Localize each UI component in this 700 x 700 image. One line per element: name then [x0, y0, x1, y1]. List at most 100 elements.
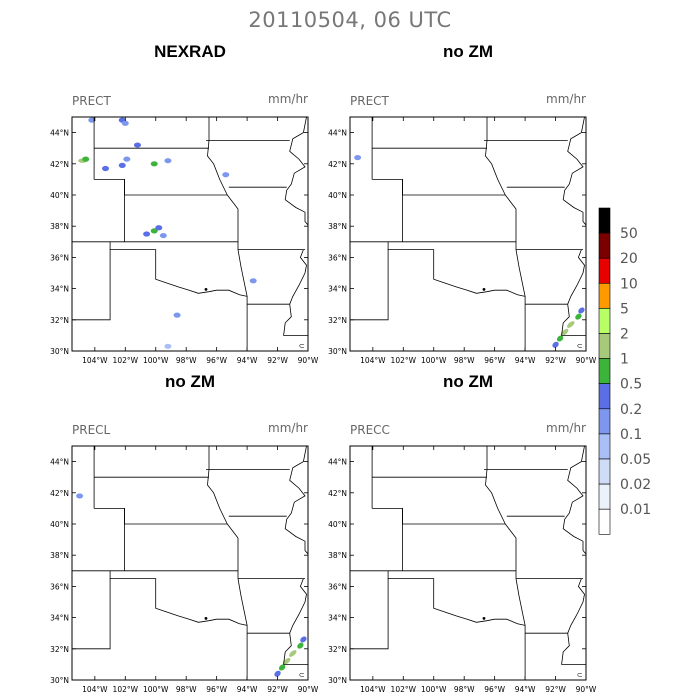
state-border	[289, 249, 307, 305]
state-border	[284, 117, 308, 226]
state-border	[226, 194, 248, 351]
precip-cell	[173, 312, 181, 318]
colorbar-swatch	[598, 408, 611, 435]
precip-cell	[578, 307, 585, 314]
colorbar-swatch	[598, 308, 611, 334]
lat-label: 32°N	[50, 316, 69, 325]
precip-cell	[249, 278, 257, 284]
lat-label: 32°N	[328, 316, 347, 325]
lon-label: 94°W	[237, 685, 258, 694]
state-border	[387, 570, 526, 626]
lat-label: 42°N	[328, 489, 347, 498]
map-logo: ⊂	[577, 671, 583, 679]
colorbar-label: 0.02	[620, 477, 651, 493]
map-panel-1: ⊂ 104°W 102°W 100°W 98°W 96°W 94°W 92°W 90°W 44°N…	[50, 92, 319, 365]
panel-title-nexrad: NEXRAD	[154, 42, 226, 61]
colorbar-swatch	[598, 458, 611, 485]
map-frame	[349, 445, 587, 681]
lon-label: 98°W	[454, 685, 475, 694]
lat-label: 44°N	[328, 129, 347, 138]
colorbar-label: 0.01	[620, 502, 651, 518]
colorbar-swatch	[598, 483, 611, 510]
lat-label: 32°N	[50, 645, 69, 654]
lat-label: 38°N	[50, 222, 69, 231]
colorbar-label: 0.5	[620, 377, 642, 393]
state-border	[561, 304, 586, 336]
lat-label: 34°N	[50, 614, 69, 623]
precip-cell	[222, 172, 230, 178]
lon-label: 92°W	[545, 356, 566, 365]
state-border	[562, 117, 586, 226]
state-border	[350, 249, 389, 321]
lon-label: 102°W	[113, 356, 139, 365]
state-border	[109, 570, 248, 626]
state-border	[310, 579, 313, 587]
lon-label: 92°W	[545, 685, 566, 694]
state-border	[289, 578, 307, 634]
precip-field	[354, 154, 585, 348]
lon-label: 98°W	[176, 356, 197, 365]
lon-label: 94°W	[515, 685, 536, 694]
units-label: mm/hr	[268, 92, 308, 106]
state-border	[109, 241, 248, 297]
state-border	[94, 507, 228, 525]
lat-label: 42°N	[328, 160, 347, 169]
lon-label: 96°W	[206, 685, 227, 694]
lat-label: 34°N	[328, 614, 347, 623]
state-border	[387, 241, 526, 297]
city-marker	[482, 287, 486, 291]
state-border	[588, 579, 591, 587]
colorbar-swatch	[598, 433, 611, 460]
colorbar-label: 0.2	[620, 402, 642, 418]
precip-cell	[121, 120, 129, 126]
state-border	[561, 633, 586, 665]
colorbar-swatch	[598, 232, 611, 259]
state-border	[72, 578, 111, 650]
precip-cell	[297, 642, 304, 649]
lat-label: 30°N	[50, 347, 69, 356]
lat-label: 38°N	[328, 222, 347, 231]
precip-cell	[118, 162, 126, 168]
units-label: mm/hr	[546, 92, 586, 106]
lon-label: 98°W	[176, 685, 197, 694]
lat-label: 36°N	[328, 253, 347, 262]
state-border	[283, 633, 308, 665]
map-logo: ⊂	[299, 342, 305, 350]
lat-label: 38°N	[50, 551, 69, 560]
units-label: mm/hr	[546, 421, 586, 435]
city-marker	[204, 616, 208, 620]
lon-label: 100°W	[143, 356, 169, 365]
precip-cell	[282, 657, 291, 665]
precip-cell	[556, 335, 564, 342]
precip-field	[76, 493, 307, 677]
state-border	[226, 523, 248, 680]
lon-label: 94°W	[515, 356, 536, 365]
units-label: mm/hr	[268, 421, 308, 435]
variable-label: PRECT	[350, 94, 390, 108]
precip-cell	[88, 117, 96, 123]
state-border	[72, 249, 111, 321]
colorbar-label: 1	[620, 352, 629, 368]
lat-label: 30°N	[328, 676, 347, 685]
colorbar-label: 0.1	[620, 427, 642, 443]
precip-cell	[76, 493, 84, 499]
lon-label: 96°W	[484, 685, 505, 694]
lon-label: 100°W	[143, 685, 169, 694]
lon-label: 90°W	[576, 356, 597, 365]
figure-title: 20110504, 06 UTC	[248, 8, 452, 32]
map-frame	[71, 116, 309, 352]
map-frame	[71, 445, 309, 681]
state-border	[94, 178, 228, 196]
lon-label: 94°W	[237, 356, 258, 365]
precip-cell	[552, 341, 559, 348]
lon-label: 104°W	[82, 356, 108, 365]
variable-label: PRECT	[72, 94, 112, 108]
state-border	[504, 523, 526, 680]
colorbar-swatch	[598, 508, 611, 535]
lat-label: 44°N	[328, 458, 347, 467]
state-border	[588, 250, 591, 258]
variable-label: PRECC	[350, 423, 390, 437]
panel-title-nozm-precl: no ZM	[164, 372, 216, 391]
precip-cell	[164, 158, 172, 164]
